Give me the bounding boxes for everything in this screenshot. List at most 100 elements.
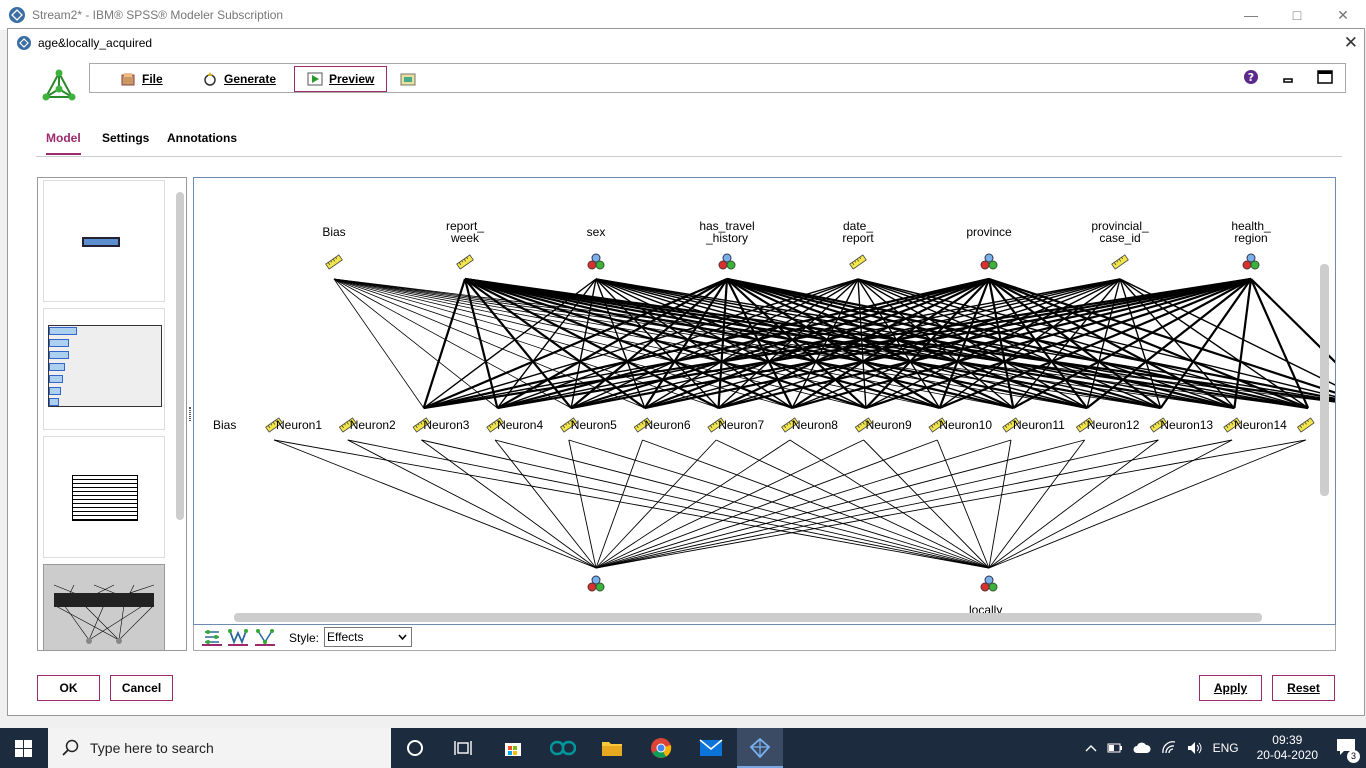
connection-line bbox=[988, 439, 1012, 569]
style-select[interactable]: Effects bbox=[324, 627, 412, 647]
dialog-close-icon[interactable]: ✕ bbox=[1343, 33, 1358, 52]
connection-line bbox=[595, 439, 1159, 569]
connection-line bbox=[857, 278, 867, 409]
connection-line bbox=[464, 277, 793, 410]
connection-line bbox=[1159, 278, 1252, 409]
panel-splitter[interactable] bbox=[189, 407, 191, 421]
neuron-7-icon bbox=[781, 417, 799, 433]
arduino-icon[interactable] bbox=[550, 739, 576, 757]
neuron-label: Neuron9 bbox=[865, 418, 912, 432]
minimize-icon[interactable]: — bbox=[1244, 7, 1258, 23]
connection-line bbox=[333, 278, 719, 409]
thumbnail-classification-table[interactable] bbox=[43, 436, 165, 558]
layout-vertical-icon[interactable] bbox=[202, 628, 222, 646]
connection-line bbox=[938, 278, 991, 409]
thumbnail-scrollbar[interactable] bbox=[176, 192, 184, 520]
canvas-horizontal-scrollbar[interactable] bbox=[234, 613, 1262, 622]
windows-start-icon[interactable] bbox=[15, 740, 32, 757]
wifi-icon[interactable] bbox=[1161, 741, 1177, 755]
close-icon[interactable]: ✕ bbox=[1337, 6, 1349, 23]
chevron-up-icon[interactable] bbox=[1085, 744, 1097, 752]
tab-settings[interactable]: Settings bbox=[102, 131, 150, 145]
connection-line bbox=[595, 278, 867, 409]
connection-line bbox=[464, 277, 1335, 403]
connection-line bbox=[347, 439, 597, 569]
thumbnail-predictor-importance[interactable] bbox=[43, 308, 165, 430]
preview-button[interactable]: Preview bbox=[294, 66, 388, 92]
connection-line bbox=[988, 439, 1159, 569]
input-node-label: provincial_ case_id bbox=[1091, 219, 1149, 245]
taskbar-spss-button[interactable] bbox=[737, 728, 783, 768]
language-indicator[interactable]: ENG bbox=[1212, 741, 1239, 755]
neuron-label: Neuron10 bbox=[939, 418, 993, 432]
neuron-label: Neuron14 bbox=[1234, 418, 1287, 432]
neuron-label: Neuron4 bbox=[497, 418, 544, 432]
store-icon[interactable] bbox=[503, 738, 523, 758]
toolbar: File Generate Preview ? bbox=[89, 63, 1346, 93]
connection-line bbox=[423, 278, 859, 409]
export-button[interactable] bbox=[400, 66, 416, 92]
connection-line bbox=[333, 278, 425, 409]
connection-line bbox=[939, 278, 1121, 409]
connection-line bbox=[595, 439, 643, 569]
tab-model[interactable]: Model bbox=[46, 131, 81, 155]
minimize-panel-icon[interactable] bbox=[1281, 70, 1295, 84]
tab-annotations[interactable]: Annotations bbox=[167, 131, 237, 145]
notification-center[interactable]: 3 bbox=[1336, 738, 1360, 763]
maximize-icon[interactable]: □ bbox=[1292, 7, 1302, 23]
help-icon[interactable]: ? bbox=[1243, 69, 1259, 85]
connection-line bbox=[570, 278, 728, 409]
connection-line bbox=[595, 278, 720, 409]
input-node-7-icon bbox=[1242, 253, 1260, 270]
network-diagram-canvas: Bias report_ week sex has_travel _history da… bbox=[193, 177, 1336, 625]
apply-button[interactable]: Apply bbox=[1199, 675, 1262, 701]
connection-line bbox=[422, 278, 467, 409]
generate-menu-button[interactable]: Generate bbox=[202, 66, 276, 92]
clock[interactable]: 09:39 20-04-2020 bbox=[1256, 733, 1318, 762]
reset-button[interactable]: Reset bbox=[1272, 675, 1335, 701]
cancel-button[interactable]: Cancel bbox=[110, 675, 173, 701]
generate-icon bbox=[204, 72, 216, 86]
connection-line bbox=[273, 439, 990, 569]
mail-icon[interactable] bbox=[699, 739, 723, 757]
task-view-icon[interactable] bbox=[454, 739, 472, 757]
neuron-label: Neuron3 bbox=[423, 418, 470, 432]
connection-line bbox=[497, 277, 1252, 410]
input-node-0-icon bbox=[325, 254, 343, 270]
connection-line bbox=[718, 278, 1121, 409]
connection-line bbox=[595, 439, 717, 569]
connection-line bbox=[570, 277, 990, 410]
diagram-options-bar: Style: Effects bbox=[193, 625, 1336, 651]
input-node-4-icon bbox=[849, 254, 867, 270]
style-label: Style: bbox=[289, 631, 320, 645]
layout-pyramid-icon[interactable] bbox=[255, 628, 275, 646]
neuron-5-icon bbox=[633, 417, 652, 433]
file-menu-button[interactable]: File bbox=[120, 66, 163, 92]
thumbnail-network-diagram[interactable] bbox=[43, 564, 165, 650]
connection-line bbox=[464, 277, 1309, 410]
canvas-vertical-scrollbar[interactable] bbox=[1320, 264, 1329, 496]
connection-line bbox=[568, 439, 990, 569]
svg-text:?: ? bbox=[1248, 71, 1254, 84]
cortana-icon[interactable] bbox=[406, 739, 424, 757]
thumbnail-model-summary[interactable] bbox=[43, 180, 165, 302]
battery-icon[interactable] bbox=[1107, 743, 1123, 753]
chrome-icon[interactable] bbox=[650, 737, 672, 759]
connection-line bbox=[1233, 278, 1253, 409]
maximize-panel-icon[interactable] bbox=[1317, 70, 1333, 84]
export-icon bbox=[400, 73, 416, 86]
neuron-label: Neuron11 bbox=[1013, 418, 1065, 432]
neuron-label: Neuron2 bbox=[349, 418, 396, 432]
cloud-icon[interactable] bbox=[1133, 742, 1151, 754]
volume-icon[interactable] bbox=[1187, 741, 1203, 755]
taskbar-search-box[interactable]: Type here to search bbox=[48, 728, 391, 768]
ok-button[interactable]: OK bbox=[37, 675, 100, 701]
neural-net-model-icon bbox=[42, 69, 76, 101]
layout-horizontal-icon[interactable] bbox=[228, 628, 248, 646]
file-explorer-icon[interactable] bbox=[601, 738, 623, 758]
connection-line bbox=[273, 439, 597, 569]
connection-line bbox=[726, 278, 867, 409]
connection-line bbox=[644, 277, 1252, 410]
connection-line bbox=[333, 278, 940, 409]
file-icon bbox=[121, 73, 135, 86]
